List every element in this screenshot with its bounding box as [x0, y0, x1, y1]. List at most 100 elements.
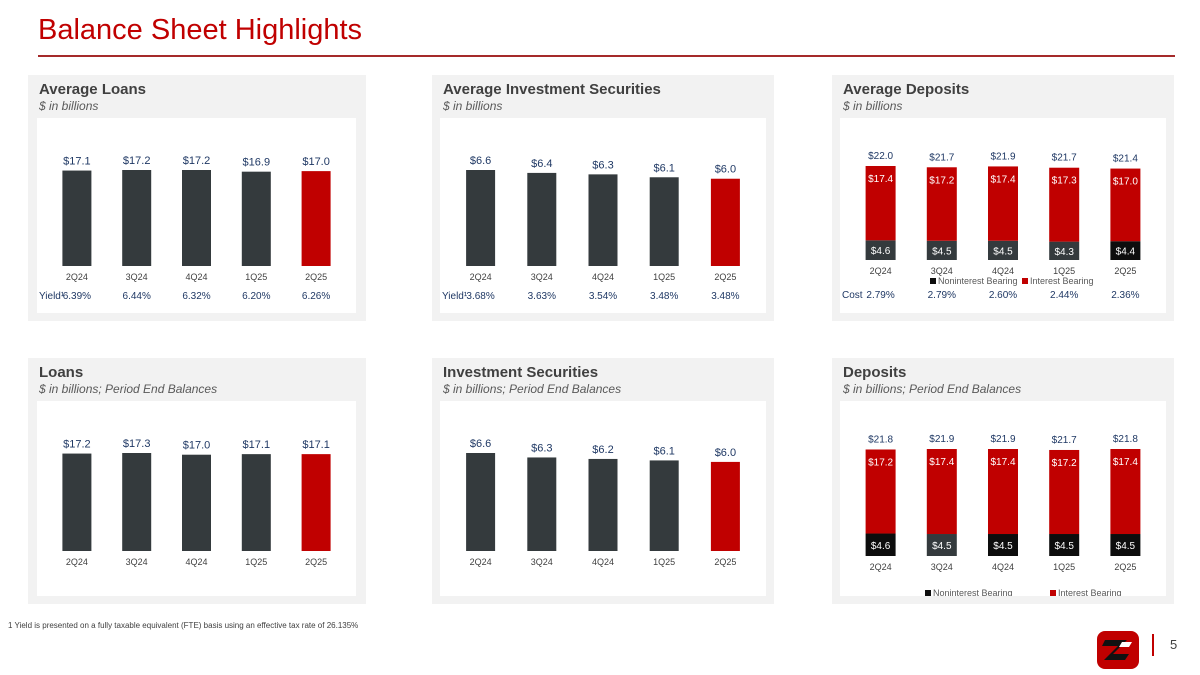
bar	[588, 174, 618, 266]
tick-label: 2Q25	[305, 557, 327, 567]
data-label: $17.2	[183, 155, 211, 167]
chart-title: Average Loans	[39, 81, 146, 98]
data-label: $6.6	[470, 438, 491, 450]
data-label: $6.3	[592, 159, 613, 171]
chart-subtitle: $ in billions; Period End Balances	[39, 382, 218, 396]
row-value: 6.32%	[182, 291, 210, 302]
tick-label: 2Q25	[714, 557, 736, 567]
row-label: Cost	[842, 290, 863, 301]
bar	[301, 171, 331, 266]
data-label: $4.5	[932, 246, 952, 257]
row-value: 6.44%	[123, 291, 151, 302]
legend-swatch	[1022, 278, 1028, 284]
row-value: 6.20%	[242, 291, 270, 302]
page-title: Balance Sheet Highlights	[38, 14, 363, 46]
tick-label: 3Q24	[126, 272, 148, 282]
data-label: $4.6	[871, 246, 891, 257]
tick-label: 2Q24	[870, 266, 892, 276]
bar	[241, 454, 271, 551]
data-label: $4.6	[871, 541, 891, 552]
panel-deposits: Deposits $ in billions; Period End Balan…	[832, 358, 1174, 604]
tick-label: 1Q25	[1053, 562, 1075, 572]
data-label: $4.5	[1116, 541, 1136, 552]
row-label: Yield¹	[39, 291, 65, 302]
bar-interest	[1110, 449, 1141, 535]
bar	[62, 170, 92, 266]
footnote: 1 Yield is presented on a fully taxable …	[8, 621, 359, 630]
data-label: $17.4	[1113, 457, 1138, 468]
bar	[182, 454, 211, 551]
bar-noninterest	[926, 240, 957, 260]
tick-label: 1Q25	[653, 272, 675, 282]
panel-investment-securities: Investment Securities $ in billions; Per…	[432, 358, 774, 604]
bar	[122, 170, 152, 266]
data-label: $4.5	[993, 541, 1013, 552]
bar-interest	[865, 166, 896, 241]
row-value: 6.26%	[302, 291, 330, 302]
chart-svg: $17.1 $17.2 $17.2 $16.9 $17.0 2Q24 3Q24 4Q24 1Q2…	[39, 155, 331, 302]
bar-noninterest	[988, 534, 1018, 556]
data-label: $6.2	[592, 444, 613, 456]
panel-loans: Loans $ in billions; Period End Balances…	[28, 358, 366, 604]
tick-label: 4Q24	[592, 557, 614, 567]
data-label: $17.0	[1113, 177, 1138, 188]
tick-label: 4Q24	[992, 562, 1014, 572]
footer-divider	[1152, 634, 1154, 656]
panel-average-investment-securities: Average Investment Securities $ in billi…	[432, 75, 774, 321]
bar-interest	[926, 449, 957, 535]
tick-label: 1Q25	[245, 272, 267, 282]
legend-swatch	[925, 590, 931, 596]
bar	[527, 172, 557, 266]
tick-label: 2Q24	[470, 272, 492, 282]
bar	[62, 453, 92, 551]
chart-investment-securities: $6.6 $6.3 $6.2 $6.1 $6.0 2Q24 3Q24 4Q24 1Q25 2Q25	[440, 401, 766, 596]
chart-subtitle: $ in billions; Period End Balances	[443, 382, 622, 396]
tick-label: 3Q24	[531, 272, 553, 282]
tick-label: 2Q25	[1114, 266, 1136, 276]
bar-noninterest	[865, 240, 896, 260]
bar	[588, 458, 618, 551]
page-number: 5	[1170, 637, 1178, 652]
data-label: $17.0	[302, 156, 330, 168]
row-value: 3.48%	[711, 291, 739, 302]
data-label: $17.3	[1052, 176, 1077, 187]
data-label: $4.5	[993, 246, 1013, 257]
bar	[710, 461, 740, 551]
chart-svg: $6.6 $6.4 $6.3 $6.1 $6.0 2Q24 3Q24 4Q24 1Q25 2Q25…	[442, 155, 740, 302]
chart-svg: $6.6 $6.3 $6.2 $6.1 $6.0 2Q24 3Q24 4Q24 1Q25 2Q25	[466, 438, 740, 567]
data-label: $6.4	[531, 158, 552, 170]
row-value: 2.44%	[1050, 290, 1078, 301]
chart-average-deposits: $4.6 $17.4 $22.0 $4.5 $17.2 $21.7 $4.5 $17.4 $21…	[840, 118, 1166, 313]
company-logo	[1097, 631, 1139, 669]
tick-label: 2Q25	[1114, 562, 1136, 572]
bar	[649, 177, 679, 266]
chart-subtitle: $ in billions	[39, 99, 99, 113]
legend-swatch	[930, 278, 936, 284]
tick-label: 4Q24	[185, 272, 207, 282]
chart-subtitle: $ in billions	[443, 99, 503, 113]
tick-label: 2Q25	[305, 272, 327, 282]
tick-label: 2Q25	[714, 272, 736, 282]
data-label: $6.6	[470, 155, 491, 167]
data-label: $17.4	[990, 174, 1015, 185]
bar-noninterest	[1049, 241, 1080, 260]
row-value: 2.60%	[989, 290, 1017, 301]
tick-label: 1Q25	[653, 557, 675, 567]
tick-label: 1Q25	[1053, 266, 1075, 276]
tick-label: 2Q24	[470, 557, 492, 567]
chart-svg: $4.6 $17.2 $21.8 $4.5 $17.4 $21.9 $4.5 $17.4 $21…	[865, 434, 1141, 596]
data-label: $17.1	[243, 439, 271, 451]
data-label: $17.2	[63, 439, 91, 451]
total-label: $21.7	[1052, 435, 1077, 446]
row-value: 3.68%	[466, 291, 494, 302]
chart-title: Deposits	[843, 364, 907, 381]
row-value: 3.54%	[589, 291, 617, 302]
row-value: 3.48%	[650, 291, 678, 302]
row-value: 2.79%	[866, 290, 894, 301]
data-label: $17.2	[123, 155, 151, 167]
tick-label: 2Q24	[66, 272, 88, 282]
chart-average-loans: $17.1 $17.2 $17.2 $16.9 $17.0 2Q24 3Q24 4Q24 1Q2…	[37, 118, 356, 313]
legend-label: Noninterest Bearing	[933, 588, 1013, 596]
data-label: $4.3	[1054, 247, 1074, 258]
tick-label: 4Q24	[992, 266, 1014, 276]
